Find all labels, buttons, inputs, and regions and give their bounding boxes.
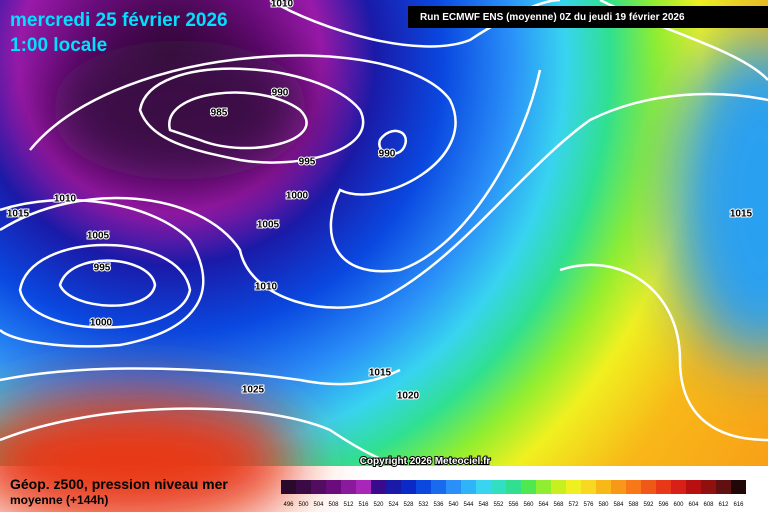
- footer-title: Géop. z500, pression niveau mer: [10, 476, 228, 492]
- scale-label: 564: [538, 502, 549, 508]
- scale-label: 508: [328, 502, 339, 508]
- isobar-label: 1015: [730, 209, 753, 220]
- scale-swatch: [386, 480, 401, 494]
- scale-label: 556: [508, 502, 519, 508]
- scale-label: 608: [703, 502, 714, 508]
- run-box: [408, 6, 768, 28]
- scale-label: 568: [553, 502, 564, 508]
- scale-label: 500: [298, 502, 309, 508]
- scale-label: 592: [643, 502, 654, 508]
- scale-label: 560: [523, 502, 534, 508]
- scale-label: 616: [733, 502, 744, 508]
- scale-label: 540: [448, 502, 459, 508]
- run-info: Run ECMWF ENS (moyenne) 0Z du jeudi 19 f…: [420, 12, 685, 23]
- scale-swatch: [581, 480, 596, 494]
- scale-swatch: [521, 480, 536, 494]
- scale-label: 572: [568, 502, 579, 508]
- scale-swatch: [281, 480, 296, 494]
- isobars: [0, 0, 768, 466]
- copyright: Copyright 2026 Meteociel.fr: [360, 456, 491, 467]
- isobar-label: 995: [299, 157, 316, 168]
- isobar-labels: 1010 985 990 990 995 1000 1010 1015 1005 1005 995 1…: [6, 0, 754, 403]
- scale-swatch: [476, 480, 491, 494]
- scale-swatch: [671, 480, 686, 494]
- scale-label: 520: [373, 502, 384, 508]
- field-shading: [0, 40, 768, 512]
- map-date: mercredi 25 février 2026: [10, 10, 228, 31]
- scale-label: 532: [418, 502, 429, 508]
- scale-label: 604: [688, 502, 699, 508]
- scale-swatch: [566, 480, 581, 494]
- color-scale: 496 500 504 508 512 516 520 524 528 532 536 540 544 5…: [281, 480, 746, 508]
- isobar-label: 1010: [255, 282, 278, 293]
- isobar-label: 1015: [369, 368, 392, 379]
- scale-swatch: [731, 480, 746, 494]
- scale-label: 548: [478, 502, 489, 508]
- isobar-label: 1010: [271, 0, 294, 10]
- scale-swatch: [446, 480, 461, 494]
- scale-swatch: [656, 480, 671, 494]
- scale-swatch: [416, 480, 431, 494]
- scale-label: 512: [343, 502, 354, 508]
- isobar-label: 985: [211, 108, 228, 119]
- footer-subtitle: moyenne (+144h): [10, 493, 108, 507]
- scale-swatch: [551, 480, 566, 494]
- scale-swatch: [536, 480, 551, 494]
- scale-label: 584: [613, 502, 624, 508]
- isobar-label: 1000: [90, 318, 113, 329]
- scale-label: 536: [433, 502, 444, 508]
- isobar-label: 995: [94, 263, 111, 274]
- map-time: 1:00 locale: [10, 35, 107, 56]
- isobar-label: 1020: [397, 391, 420, 402]
- isobar-label: 1025: [242, 385, 265, 396]
- scale-swatch: [326, 480, 341, 494]
- scale-label: 516: [358, 502, 369, 508]
- scale-swatch: [371, 480, 386, 494]
- scale-swatch: [311, 480, 326, 494]
- scale-swatch: [716, 480, 731, 494]
- scale-swatch: [341, 480, 356, 494]
- isobar-label: 1015: [7, 209, 30, 220]
- scale-swatch: [401, 480, 416, 494]
- scale-label: 580: [598, 502, 609, 508]
- scale-swatch: [461, 480, 476, 494]
- isobar-label: 990: [379, 149, 396, 160]
- scale-label: 612: [718, 502, 729, 508]
- scale-swatch: [626, 480, 641, 494]
- scale-swatch: [596, 480, 611, 494]
- isobar-label: 990: [272, 88, 289, 99]
- isobar-label: 1000: [286, 191, 309, 202]
- scale-swatch: [491, 480, 506, 494]
- scale-label: 528: [403, 502, 414, 508]
- scale-label: 552: [493, 502, 504, 508]
- isobar-label: 1005: [87, 231, 110, 242]
- scale-label: 596: [658, 502, 669, 508]
- scale-swatch: [611, 480, 626, 494]
- scale-label: 576: [583, 502, 594, 508]
- scale-label: 496: [283, 502, 294, 508]
- scale-label: 588: [628, 502, 639, 508]
- scale-label: 524: [388, 502, 399, 508]
- scale-label: 544: [463, 502, 474, 508]
- scale-swatch: [356, 480, 371, 494]
- scale-swatch: [431, 480, 446, 494]
- isobar-label: 1010: [54, 194, 77, 205]
- scale-swatch: [701, 480, 716, 494]
- isobar-label: 1005: [257, 220, 280, 231]
- scale-swatch: [686, 480, 701, 494]
- scale-swatch: [506, 480, 521, 494]
- scale-label: 504: [313, 502, 324, 508]
- scale-label: 600: [673, 502, 684, 508]
- scale-swatch: [641, 480, 656, 494]
- scale-swatch: [296, 480, 311, 494]
